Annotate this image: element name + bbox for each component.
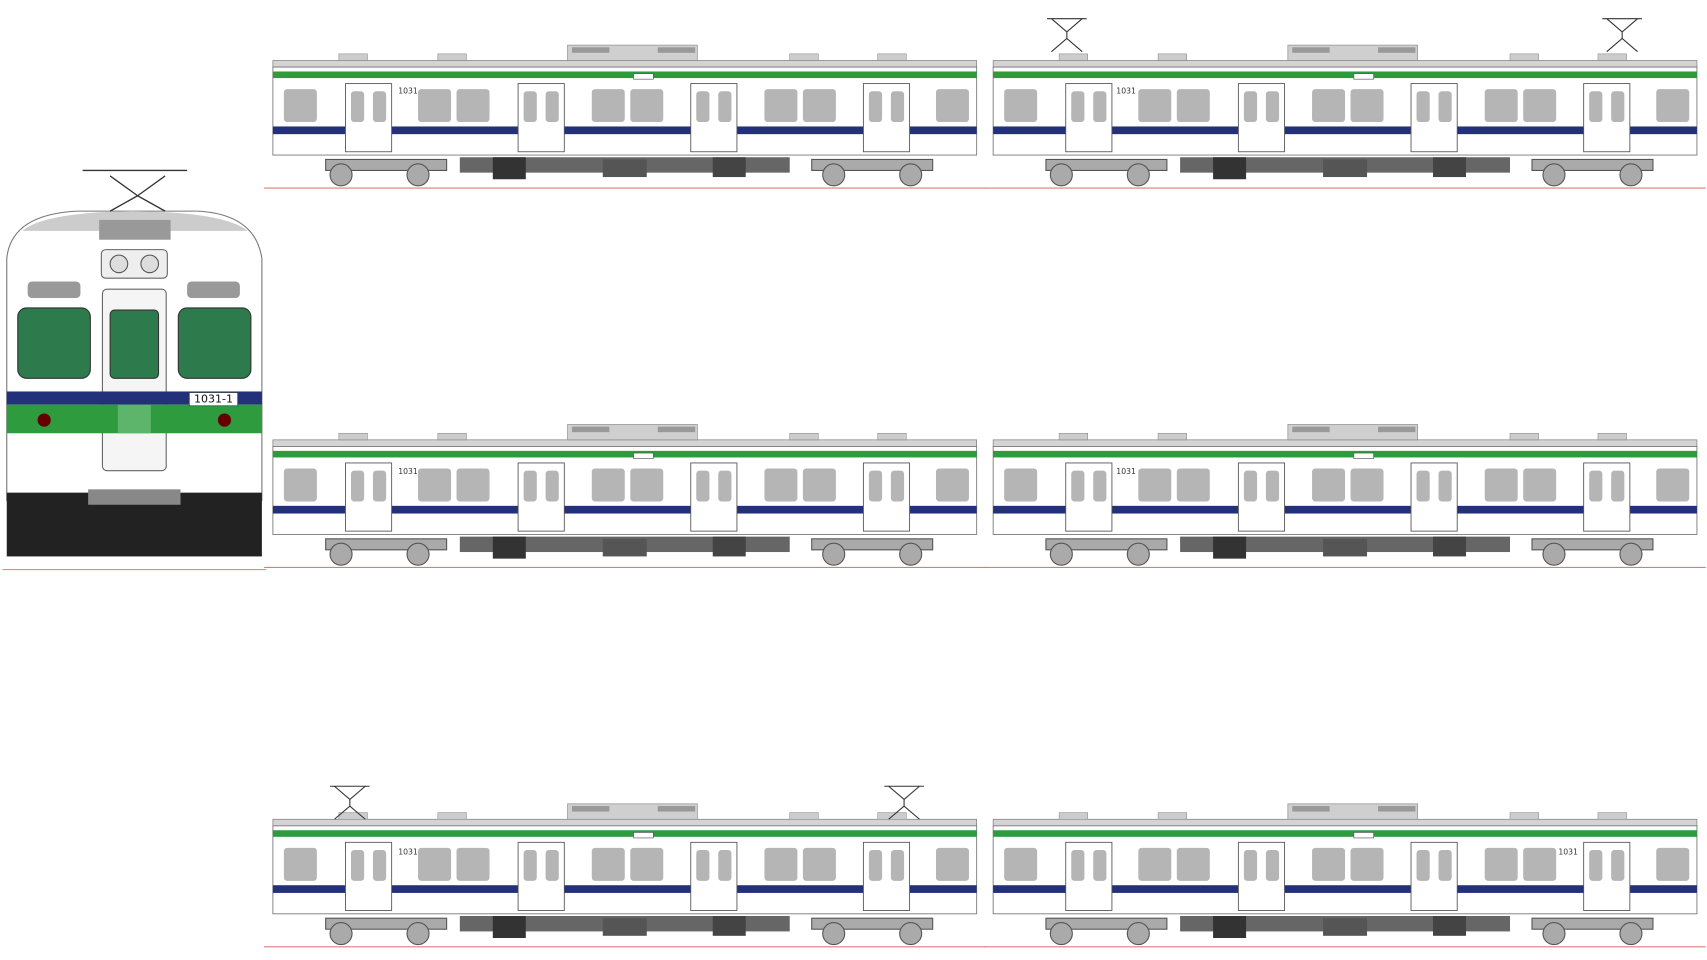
car-row-3: [263, 785, 1707, 948]
car-number: 1031: [398, 847, 418, 856]
front-car-number: 1031-1: [194, 392, 233, 405]
front-pantograph: [82, 169, 188, 212]
car-row-2: [263, 423, 1707, 568]
front-view: 1031-1: [2, 169, 267, 571]
car-row-1: [263, 18, 1707, 189]
car-number: 1031: [1558, 847, 1578, 856]
car-number: 1031: [398, 86, 418, 95]
car-number: 1031: [1116, 467, 1136, 476]
car-number: 1031: [398, 467, 418, 476]
car-numbers: 1031 1031 1031 1031 1031 1031: [398, 86, 1578, 856]
car-number: 1031: [1116, 86, 1136, 95]
